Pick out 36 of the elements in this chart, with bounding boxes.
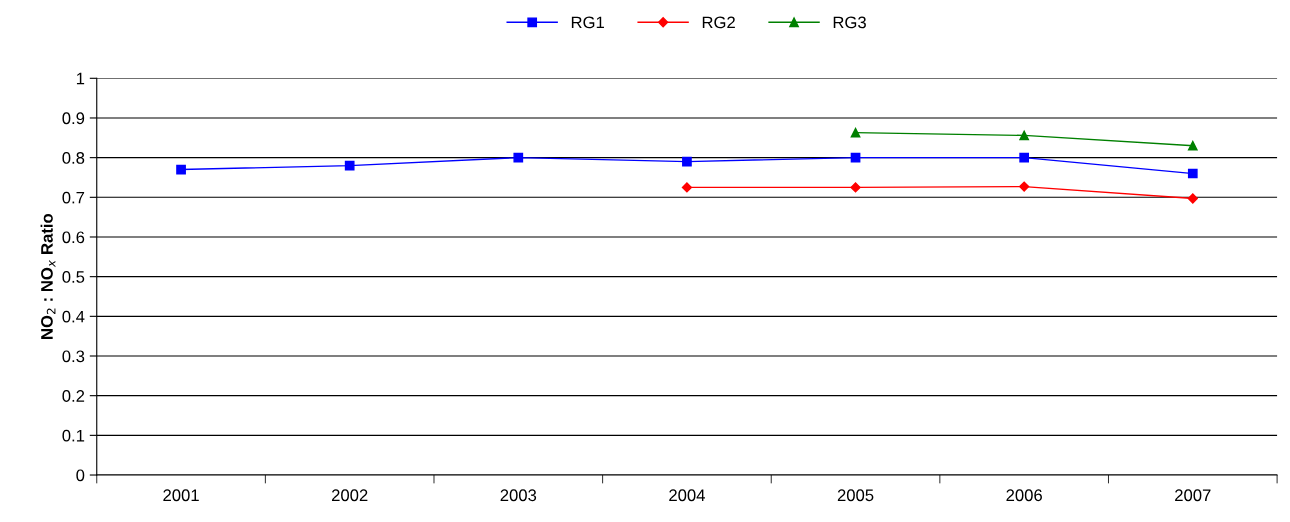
point	[850, 127, 861, 138]
point	[850, 182, 861, 193]
y-tick-label: 0.3	[62, 350, 85, 363]
legend-label: RG1	[571, 16, 604, 29]
y-tick-label: 0.2	[62, 390, 85, 402]
point	[513, 152, 524, 163]
point	[1019, 181, 1030, 192]
point	[1019, 152, 1030, 163]
y-tick-label: 0.9	[62, 112, 85, 125]
x-tick-label: 2002	[331, 489, 368, 502]
point	[681, 182, 693, 193]
x-tick-label: 2004	[669, 489, 705, 502]
point	[682, 156, 692, 167]
point	[1187, 168, 1198, 179]
point	[850, 152, 861, 163]
point	[176, 164, 186, 175]
y-tick-label: 0.5	[62, 271, 85, 283]
x-tick-label: 2001	[163, 489, 199, 502]
point	[344, 160, 355, 171]
y-tick-label: 0.6	[62, 231, 85, 244]
y-tick-label: 0.7	[62, 191, 85, 204]
x-tick-label: 2007	[1175, 489, 1211, 502]
x-tick-label: 2003	[500, 489, 537, 502]
point	[1019, 130, 1030, 141]
legend-label: RG3	[833, 16, 866, 29]
y-tick-label: 0.1	[62, 429, 85, 442]
point	[1187, 140, 1198, 151]
y-tick-label: 0	[76, 469, 85, 482]
y-tick-label: 0.4	[62, 310, 85, 323]
x-tick-label: 2006	[1006, 489, 1042, 502]
y-tick-label: 0.8	[62, 152, 85, 164]
x-tick-label: 2005	[837, 489, 874, 502]
legend-label: RG2	[702, 16, 735, 29]
y-tick-label: 1	[76, 72, 85, 85]
point	[1187, 193, 1198, 204]
y-axis-title: NO$_{2}$ : NO$_{x}$ Ratio	[40, 213, 56, 339]
